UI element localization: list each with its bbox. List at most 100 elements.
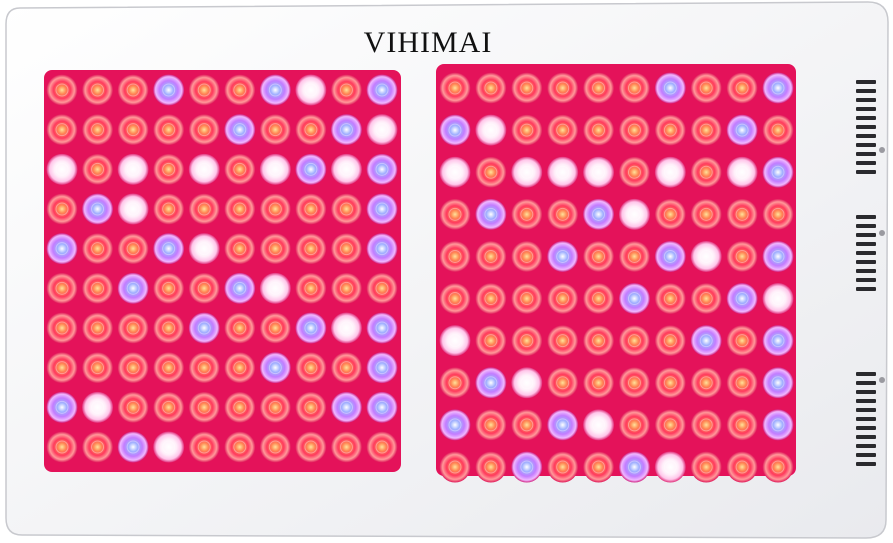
led <box>259 272 291 304</box>
led <box>117 114 149 146</box>
led-lens <box>484 207 498 221</box>
led <box>153 272 185 304</box>
vent-slot <box>856 251 876 255</box>
led-lens <box>556 165 570 179</box>
led-lens <box>91 162 105 176</box>
led <box>330 114 362 146</box>
led <box>224 153 256 185</box>
led-lens <box>339 123 353 137</box>
led-lens <box>233 281 247 295</box>
led-lens <box>233 83 247 97</box>
led <box>295 431 327 463</box>
led <box>439 156 471 188</box>
led <box>153 193 185 225</box>
led-lens <box>556 123 570 137</box>
led <box>439 114 471 146</box>
led <box>366 391 398 423</box>
vent-slot <box>856 260 876 264</box>
led <box>547 325 579 357</box>
led <box>439 325 471 357</box>
led <box>153 153 185 185</box>
led-lens <box>448 292 462 306</box>
led <box>224 391 256 423</box>
led <box>188 352 220 384</box>
led <box>439 409 471 441</box>
led <box>654 325 686 357</box>
led-lens <box>592 460 606 474</box>
led-lens <box>91 202 105 216</box>
led-lens <box>556 207 570 221</box>
led <box>511 156 543 188</box>
led <box>690 198 722 230</box>
led-lens <box>771 207 785 221</box>
led <box>82 114 114 146</box>
led-lens <box>699 249 713 263</box>
led <box>188 272 220 304</box>
led-lens <box>55 400 69 414</box>
led <box>583 240 615 272</box>
led <box>762 156 794 188</box>
vent-slot <box>856 269 876 273</box>
led <box>46 312 78 344</box>
led <box>188 114 220 146</box>
led-lens <box>592 81 606 95</box>
led <box>439 451 471 483</box>
led <box>726 367 758 399</box>
led-lens <box>735 292 749 306</box>
led-lens <box>735 334 749 348</box>
led <box>475 198 507 230</box>
led-lens <box>520 418 534 432</box>
led <box>117 431 149 463</box>
led-lens <box>162 400 176 414</box>
led <box>46 153 78 185</box>
vent-slot <box>856 390 876 394</box>
led <box>583 367 615 399</box>
led <box>295 233 327 265</box>
led-lens <box>627 207 641 221</box>
led <box>366 153 398 185</box>
led-lens <box>126 400 140 414</box>
led <box>618 451 650 483</box>
led-lens <box>663 292 677 306</box>
led-lens <box>556 292 570 306</box>
led-lens <box>55 123 69 137</box>
led-lens <box>233 361 247 375</box>
led-lens <box>339 242 353 256</box>
led-lens <box>91 123 105 137</box>
led <box>153 431 185 463</box>
vents <box>856 80 885 466</box>
led-lens <box>91 400 105 414</box>
led <box>259 153 291 185</box>
led <box>762 240 794 272</box>
led <box>726 451 758 483</box>
led-lens <box>91 321 105 335</box>
led-lens <box>126 123 140 137</box>
led-lens <box>627 249 641 263</box>
led-lens <box>197 321 211 335</box>
led <box>259 391 291 423</box>
led-lens <box>162 440 176 454</box>
led-lens <box>556 376 570 390</box>
vent-slot <box>856 125 876 129</box>
led-lens <box>233 123 247 137</box>
led-lens <box>268 321 282 335</box>
led-lens <box>304 361 318 375</box>
led <box>224 352 256 384</box>
led <box>330 391 362 423</box>
led-lens <box>126 202 140 216</box>
led-lens <box>699 165 713 179</box>
led <box>475 409 507 441</box>
led-lens <box>663 460 677 474</box>
led-lens <box>448 207 462 221</box>
led <box>117 352 149 384</box>
led-lens <box>663 123 677 137</box>
led-lens <box>126 83 140 97</box>
led <box>188 193 220 225</box>
led <box>475 240 507 272</box>
led <box>726 72 758 104</box>
led-lens <box>304 281 318 295</box>
led <box>295 193 327 225</box>
led-lens <box>55 440 69 454</box>
led <box>224 431 256 463</box>
led-lens <box>484 292 498 306</box>
